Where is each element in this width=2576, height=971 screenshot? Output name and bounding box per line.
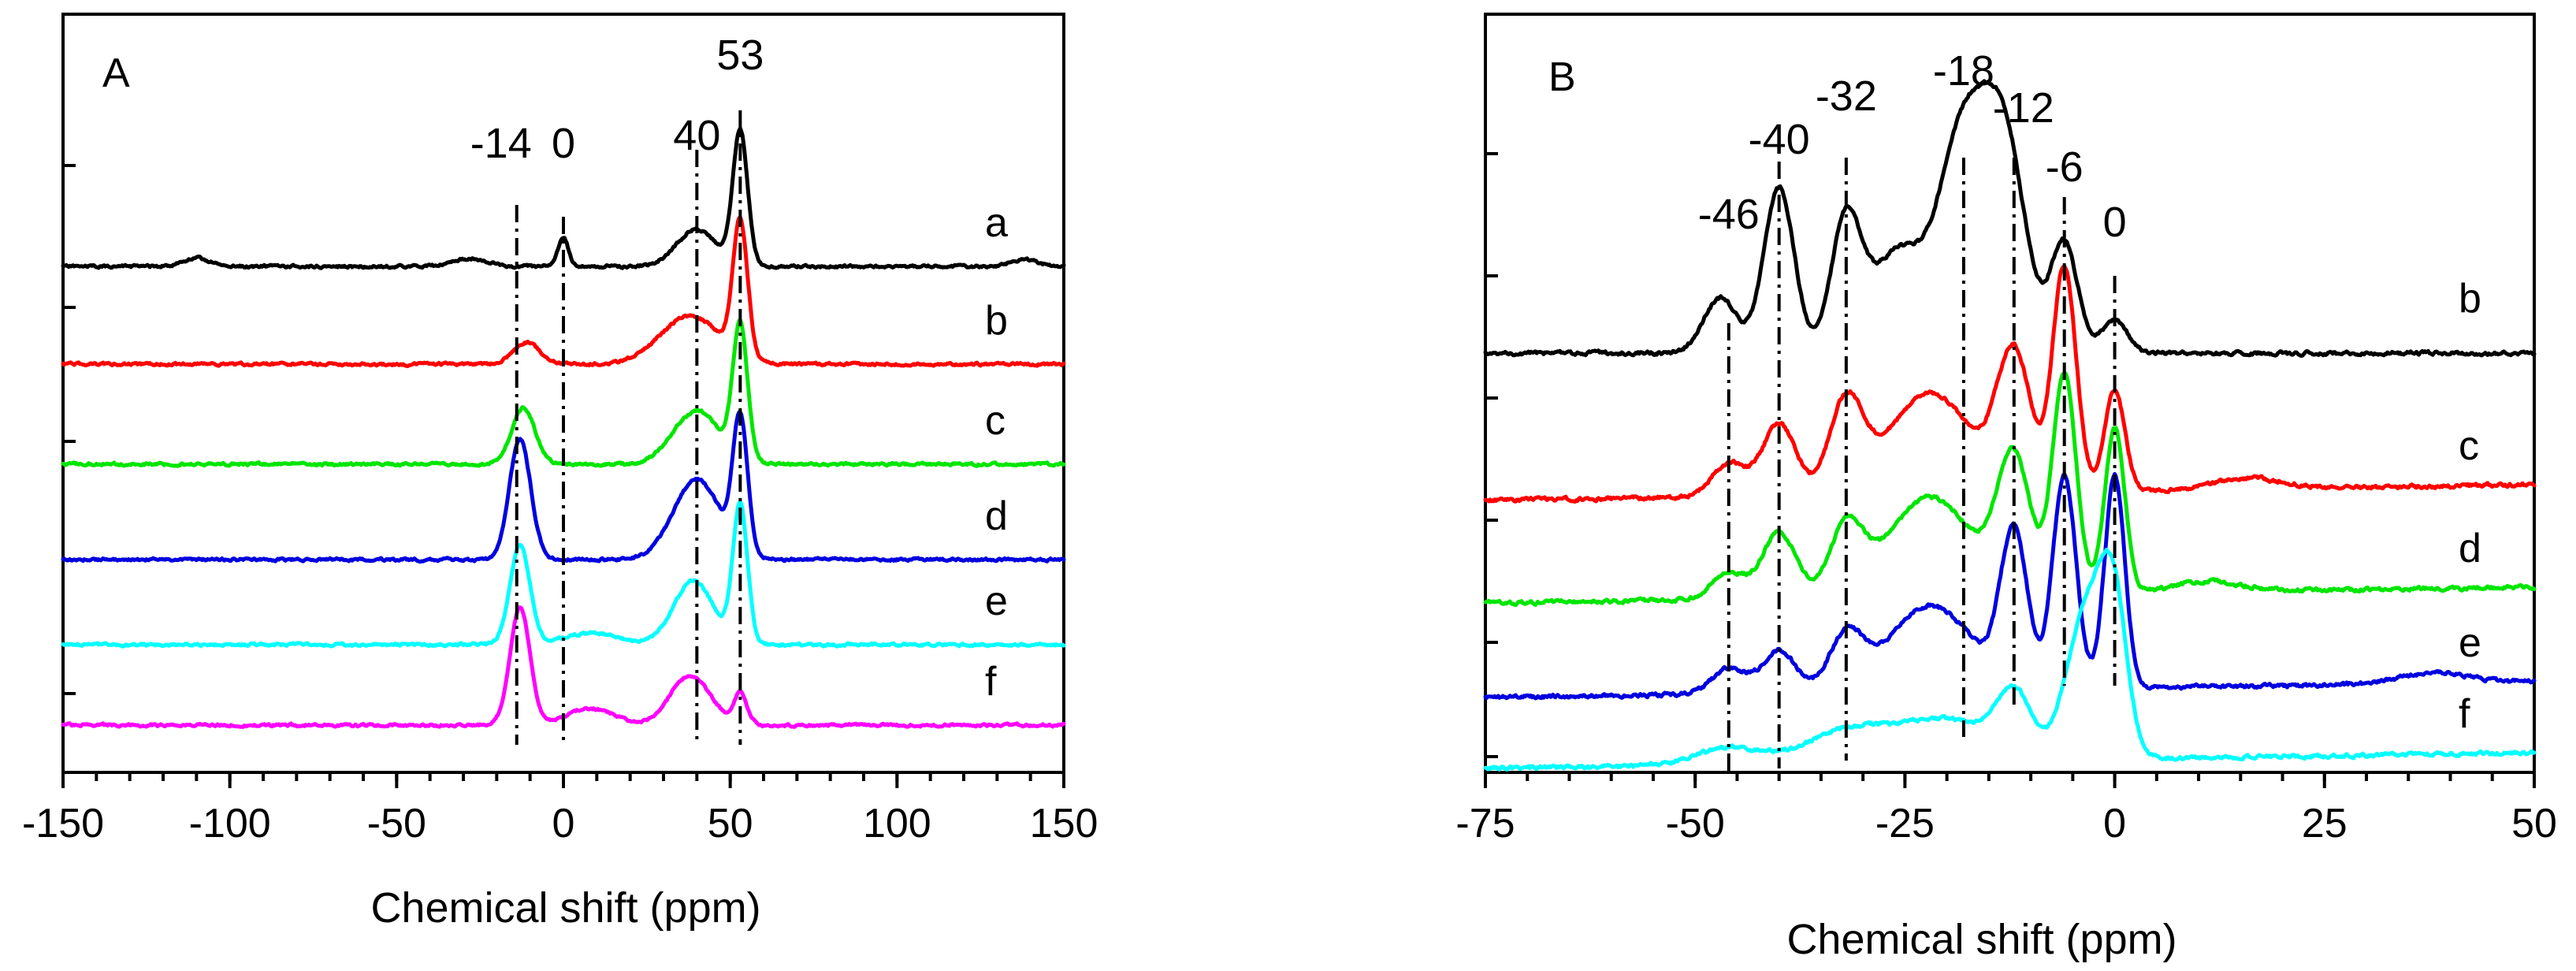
series-b-line — [1483, 79, 2537, 358]
reference-label: 53 — [716, 32, 764, 79]
panel-label-b: B — [1548, 54, 1576, 100]
panel-label-a: A — [102, 50, 130, 96]
series-f-line — [1483, 547, 2537, 772]
x-tick-label: -150 — [22, 801, 104, 846]
x-tick-label: -50 — [1666, 801, 1725, 846]
x-axis-label-b: Chemical shift (ppm) — [1786, 916, 2176, 963]
series-label-d: d — [2459, 526, 2481, 571]
series-label-d: d — [985, 493, 1008, 539]
x-axis-label-a: Chemical shift (ppm) — [370, 884, 760, 932]
panel-b: B Chemical shift (ppm) -75 -50 -25 0 25 50 b c d… — [1455, 13, 2557, 963]
reference-label: -32 — [1816, 73, 1877, 120]
reference-label: -46 — [1698, 191, 1760, 238]
series-label-f: f — [2459, 691, 2470, 737]
panel-a: A Chemical shift (ppm) -150 -100 -50 0 50 100… — [22, 13, 1098, 932]
x-tick-label: 50 — [2511, 801, 2557, 846]
reference-label: -14 — [470, 120, 532, 167]
series-d-line — [1483, 370, 2537, 608]
x-tick-label: 0 — [552, 801, 575, 846]
x-tick-label: 150 — [1030, 801, 1098, 846]
reference-label: -12 — [1993, 84, 2054, 132]
series-label-e: e — [2459, 620, 2481, 666]
x-tick-label: -100 — [189, 801, 271, 846]
series-e-line — [1483, 471, 2537, 701]
reference-label: -40 — [1749, 116, 1810, 163]
x-tick-label: 0 — [2103, 801, 2126, 846]
series-label-f: f — [985, 659, 997, 705]
series-label-b: b — [2459, 276, 2481, 322]
x-tick-label: -50 — [367, 801, 426, 846]
series-label-c: c — [985, 398, 1005, 444]
reference-label: 0 — [2103, 199, 2127, 246]
x-tick-label: -25 — [1875, 801, 1935, 846]
series-label-c: c — [2459, 423, 2479, 469]
series-a-line — [61, 126, 1066, 270]
series-label-a: a — [985, 200, 1008, 246]
x-tick-label: 50 — [708, 801, 753, 846]
series-c-line — [1483, 264, 2537, 504]
plot-frame — [1484, 13, 2536, 774]
series-label-b: b — [985, 298, 1008, 344]
reference-label: -18 — [1933, 47, 1994, 95]
series-label-e: e — [985, 579, 1008, 624]
reference-label: 0 — [552, 120, 575, 167]
reference-label: -6 — [2046, 143, 2083, 191]
x-tick-label: -75 — [1455, 801, 1515, 846]
x-tick-label: 25 — [2302, 801, 2347, 846]
x-tick-label: 100 — [863, 801, 931, 846]
reference-label: 40 — [673, 112, 720, 159]
